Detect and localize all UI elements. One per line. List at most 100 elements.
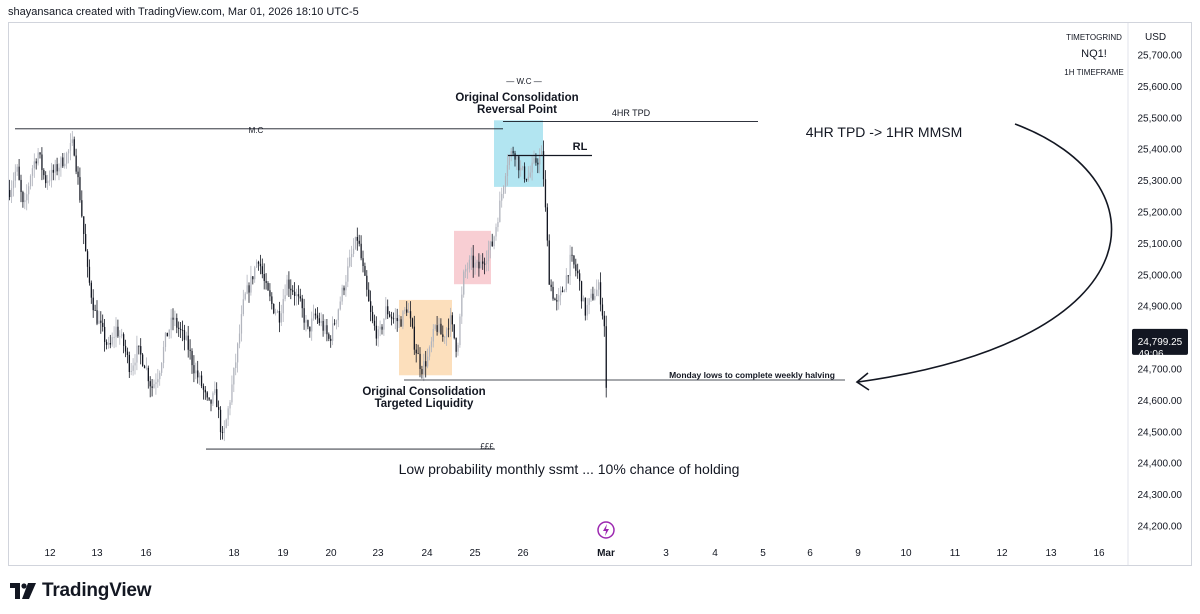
candle-body <box>219 409 222 433</box>
candle-body <box>41 154 43 171</box>
monday-lows-label: Monday lows to complete weekly halving <box>669 370 835 380</box>
candle-body <box>351 253 353 258</box>
candle-body <box>142 354 144 366</box>
candle-body <box>187 335 189 350</box>
targeted-liquidity-line1: Original Consolidation <box>362 386 485 398</box>
candle-body <box>294 291 296 296</box>
candle-body <box>474 262 476 268</box>
candle-body <box>428 347 431 357</box>
candle-body <box>297 294 300 297</box>
candle-body <box>370 301 372 312</box>
candle-body <box>413 326 415 350</box>
candle-body <box>455 338 457 352</box>
reversal-point-line2: Reversal Point <box>477 104 557 116</box>
candle-body <box>345 281 347 291</box>
tpd-4hr-label: 4HR TPD <box>612 108 651 118</box>
candle-body <box>605 326 607 388</box>
candle-body <box>314 313 317 316</box>
candle-body <box>527 176 529 181</box>
candle-body <box>208 397 210 400</box>
candle-body <box>402 311 404 327</box>
candle-body <box>170 317 172 330</box>
tradingview-logo[interactable]: TradingView <box>10 578 152 604</box>
candle-body <box>381 326 383 330</box>
candle-body <box>288 279 290 289</box>
candle-body <box>520 167 522 171</box>
candle-body <box>567 275 569 277</box>
time-tick-label: 16 <box>140 548 152 559</box>
candle-body <box>178 327 180 329</box>
price-tick-label: 25,400.00 <box>1138 145 1183 156</box>
candle-body <box>212 393 214 404</box>
candle-body <box>48 180 51 182</box>
price-tick-label: 25,700.00 <box>1138 51 1183 62</box>
candle-body <box>45 175 47 184</box>
candle-body <box>415 349 417 354</box>
candle-body <box>62 157 64 167</box>
candle-body <box>37 152 39 164</box>
candle-body <box>166 332 168 337</box>
candle-body <box>240 314 243 334</box>
candle-body <box>164 332 167 347</box>
candle-body <box>398 319 400 322</box>
candle-body <box>199 375 201 378</box>
candle-body <box>499 200 501 222</box>
symbol-label[interactable]: NQ1! <box>1081 48 1107 60</box>
candle-body <box>140 346 142 355</box>
candle-body <box>510 151 512 157</box>
candle-body <box>419 353 421 370</box>
time-tick-label: 12 <box>996 548 1008 559</box>
candle-body <box>69 143 72 151</box>
time-tick-label: 9 <box>855 548 861 559</box>
candle-body <box>252 276 254 280</box>
candle-body <box>470 255 472 260</box>
candle-body <box>43 170 45 176</box>
candle-body <box>216 389 218 408</box>
candle-body <box>525 179 528 181</box>
candle-body <box>387 306 389 315</box>
time-axis: 12 13 16 18 19 20 23 24 25 26 Mar 3 4 5 6 9 10 11 12 13 16 <box>44 548 1105 559</box>
candle-body <box>339 301 341 310</box>
candle-body <box>94 310 96 311</box>
candle-body <box>75 155 77 172</box>
candle-body <box>485 261 488 265</box>
candle-body <box>546 207 548 241</box>
tradingview-logo-icon <box>10 583 36 599</box>
price-tick-label: 24,700.00 <box>1138 365 1183 376</box>
candle-body <box>218 407 220 410</box>
event-lightning-icon[interactable] <box>597 521 615 539</box>
fff-label: £££ <box>480 442 494 451</box>
current-price-tag: 24,799.25 49:06 <box>1132 328 1188 360</box>
price-tick-label: 25,100.00 <box>1138 239 1183 250</box>
time-tick-label: 18 <box>228 548 240 559</box>
candle-body <box>512 151 514 154</box>
candle-body <box>143 365 146 369</box>
candle-body <box>558 295 560 302</box>
candle-body <box>54 164 56 173</box>
candle-body <box>104 326 106 342</box>
time-tick-label: 12 <box>44 548 56 559</box>
candle-body <box>447 328 450 330</box>
candle-body <box>64 163 66 167</box>
candle-body <box>83 216 85 235</box>
candle-body <box>326 325 328 335</box>
candle-body <box>466 268 469 270</box>
candle-body <box>109 343 111 345</box>
candle-body <box>385 306 387 319</box>
candle-body <box>98 320 100 324</box>
candle-body <box>138 345 140 347</box>
curved-arrow-head <box>855 372 870 391</box>
candle-body <box>421 369 423 375</box>
candle-body <box>307 320 309 327</box>
candle-body <box>324 325 326 331</box>
price-tick-label: 25,600.00 <box>1138 82 1183 93</box>
candle-body <box>427 356 429 367</box>
candle-body <box>52 169 54 173</box>
candle-body <box>535 158 537 163</box>
candle-body <box>193 365 195 374</box>
candle-body <box>514 153 516 160</box>
candle-body <box>561 290 564 293</box>
currency-label[interactable]: USD <box>1145 32 1166 43</box>
candle-body <box>90 282 92 298</box>
